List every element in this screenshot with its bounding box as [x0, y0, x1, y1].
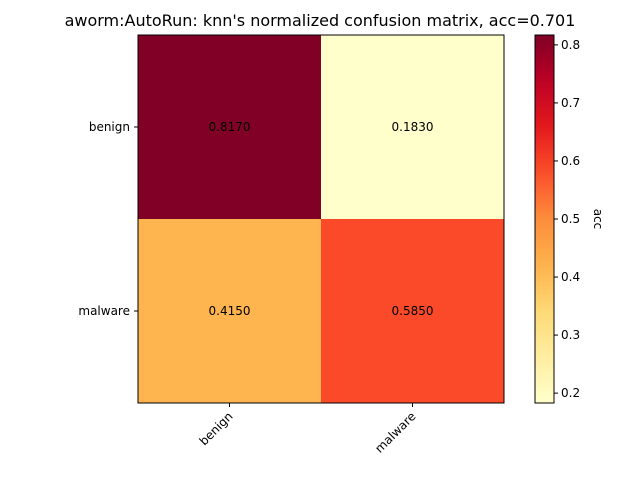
- colorbar-tick-label: 0.4: [561, 270, 580, 284]
- colorbar-label: acc: [591, 209, 605, 230]
- heatmap-cell: [138, 219, 321, 403]
- x-tick-label: malware: [372, 409, 418, 455]
- chart-title: aworm:AutoRun: knn's normalized confusio…: [65, 11, 576, 30]
- heatmap-cell: [321, 35, 504, 219]
- colorbar-tick-label: 0.8: [561, 38, 580, 52]
- heatmap-cell: [321, 219, 504, 403]
- colorbar-tick-label: 0.6: [561, 154, 580, 168]
- heatmap-cell: [138, 35, 321, 219]
- colorbar-tick-label: 0.5: [561, 212, 580, 226]
- heatmap-cells: 0.8170 0.1830 0.4150 0.5850: [138, 35, 504, 403]
- y-tick-label: malware: [78, 304, 130, 318]
- colorbar-tick-label: 0.2: [561, 386, 580, 400]
- colorbar-tick-label: 0.3: [561, 328, 580, 342]
- cell-value-label: 0.8170: [209, 120, 251, 134]
- cell-value-label: 0.4150: [209, 304, 251, 318]
- cell-value-label: 0.5850: [392, 304, 434, 318]
- plot-frame: [137, 34, 505, 404]
- cell-value-label: 0.1830: [392, 120, 434, 134]
- y-tick-label: benign: [89, 120, 130, 134]
- x-tick-label: benign: [197, 409, 236, 448]
- colorbar: 0.2 0.3 0.4 0.5 0.6 0.7 0.8: [534, 34, 580, 404]
- colorbar-tick-label: 0.7: [561, 96, 580, 110]
- colorbar-bar: [534, 34, 555, 404]
